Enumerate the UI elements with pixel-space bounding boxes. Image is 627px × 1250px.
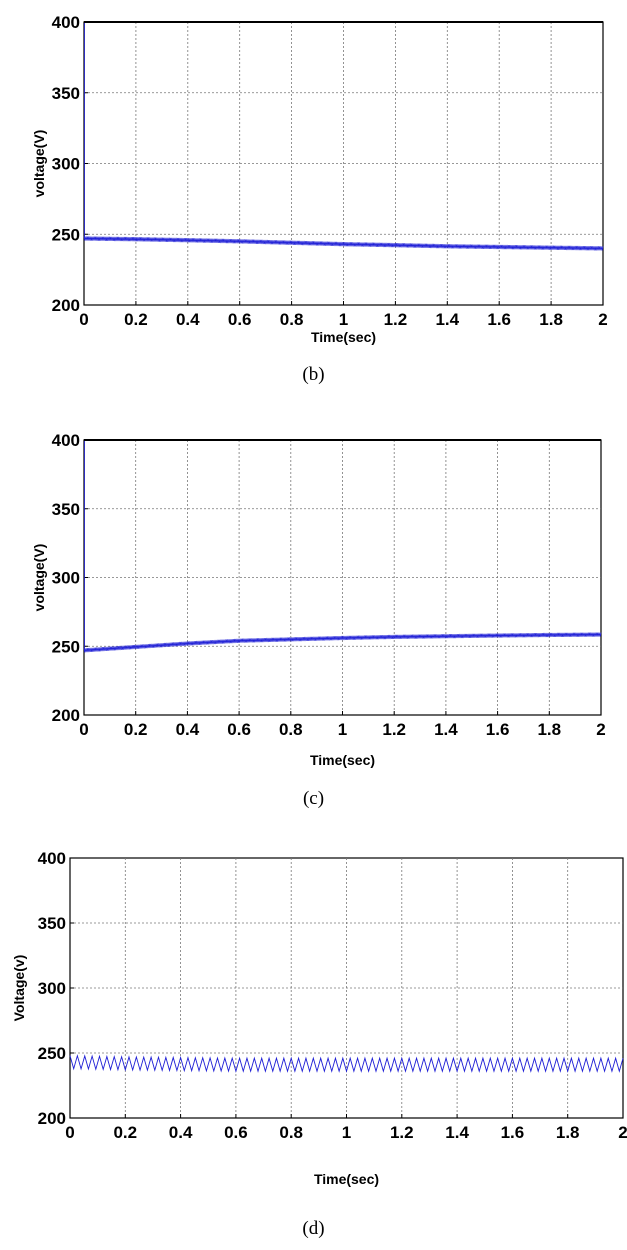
x-tick-label: 1.6: [486, 720, 510, 739]
y-axis-label: voltage(V): [31, 544, 47, 612]
y-tick-label: 200: [52, 706, 80, 725]
x-tick-label: 0: [65, 1123, 74, 1142]
y-tick-label: 300: [52, 155, 80, 174]
x-tick-label: 0.4: [169, 1123, 193, 1142]
y-tick-label: 350: [52, 500, 80, 519]
x-tick-label: 1.6: [501, 1123, 525, 1142]
x-tick-label: 1.2: [382, 720, 406, 739]
x-axis-label: Time(sec): [310, 752, 375, 768]
x-tick-label: 0.8: [279, 720, 303, 739]
x-tick-label: 1.6: [487, 310, 511, 329]
y-tick-label: 400: [38, 849, 66, 868]
x-tick-label: 1: [339, 310, 348, 329]
x-axis-label: Time(sec): [314, 1171, 379, 1187]
y-tick-label: 250: [52, 637, 80, 656]
y-tick-label: 300: [38, 979, 66, 998]
x-tick-label: 1.8: [539, 310, 563, 329]
series-line: [69, 1054, 624, 1073]
x-tick-label: 0.8: [280, 310, 304, 329]
y-tick-label: 200: [52, 296, 80, 315]
x-tick-label: 2: [598, 310, 607, 329]
x-tick-label: 0.4: [176, 720, 200, 739]
x-tick-label: 1.8: [537, 720, 561, 739]
x-tick-label: 1.4: [435, 310, 459, 329]
y-tick-label: 400: [52, 13, 80, 32]
x-tick-label: 0.6: [224, 1123, 248, 1142]
y-tick-label: 350: [38, 914, 66, 933]
x-tick-label: 0.4: [176, 310, 200, 329]
chart-b: 0 0.2 0.4 0.6 0.8 1 1.2 1.4 1.6 1.8 2 200 250 300 350 4…: [31, 13, 608, 345]
y-tick-label: 250: [52, 225, 80, 244]
x-tick-label: 0.8: [279, 1123, 303, 1142]
x-tick-label: 1.2: [384, 310, 408, 329]
y-tick-label: 350: [52, 84, 80, 103]
x-tick-label: 0: [79, 310, 88, 329]
x-tick-label: 0.6: [227, 720, 251, 739]
y-tick-label: 300: [52, 569, 80, 588]
x-tick-label: 1: [342, 1123, 351, 1142]
x-tick-label: 1.4: [434, 720, 458, 739]
x-tick-label: 1.2: [390, 1123, 414, 1142]
series-line: [83, 236, 604, 251]
y-axis-label: voltage(V): [31, 130, 47, 198]
chart-c: 0 0.2 0.4 0.6 0.8 1 1.2 1.4 1.6 1.8 2 200 250 300 350 4…: [31, 431, 606, 768]
x-axis-label: Time(sec): [311, 329, 376, 345]
caption-c: (c): [302, 788, 325, 809]
caption-d: (d): [302, 1218, 325, 1239]
chart-d: 0 0.2 0.4 0.6 0.8 1 1.2 1.4 1.6 1.8 2 200 250 300 350 4…: [11, 849, 627, 1187]
y-tick-label: 250: [38, 1044, 66, 1063]
x-tick-label: 2: [618, 1123, 627, 1142]
caption-b: (b): [302, 364, 325, 385]
x-tick-label: 1.4: [445, 1123, 469, 1142]
x-tick-label: 0.2: [124, 720, 148, 739]
series-line: [83, 632, 602, 653]
x-tick-label: 2: [596, 720, 605, 739]
x-tick-label: 1: [338, 720, 347, 739]
x-tick-label: 0: [79, 720, 88, 739]
x-tick-label: 0.6: [228, 310, 252, 329]
y-tick-label: 200: [38, 1109, 66, 1128]
y-axis-label: Voltage(v): [11, 955, 27, 1022]
y-tick-label: 400: [52, 431, 80, 450]
x-tick-label: 1.8: [556, 1123, 580, 1142]
x-tick-label: 0.2: [113, 1123, 137, 1142]
x-tick-label: 0.2: [124, 310, 148, 329]
